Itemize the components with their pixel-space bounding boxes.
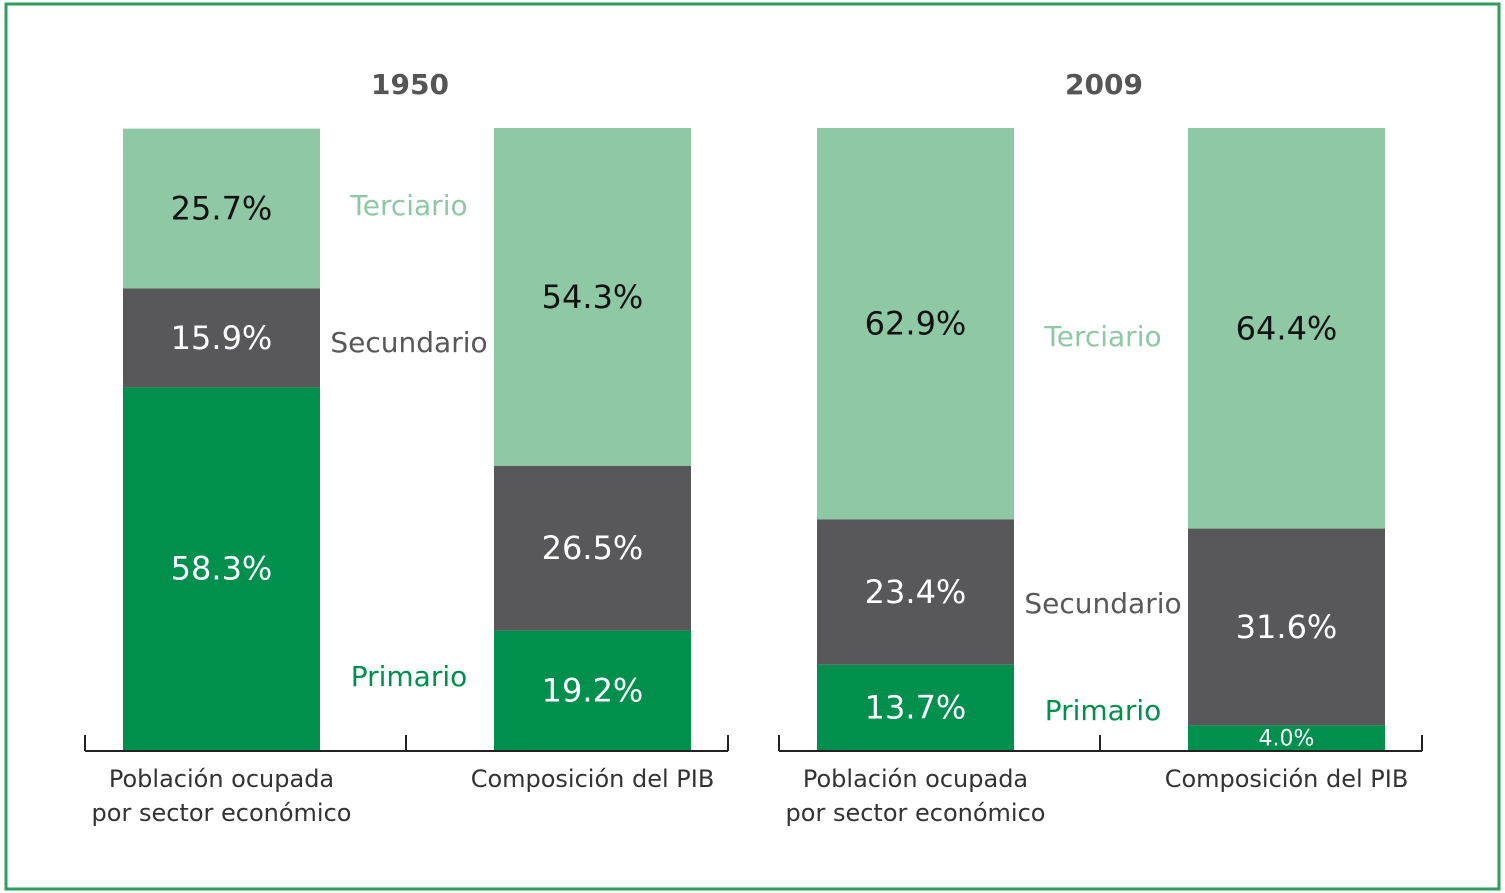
bar-segment bbox=[817, 664, 1014, 750]
value-label: 31.6% bbox=[1236, 608, 1338, 646]
bar-segment bbox=[494, 630, 691, 750]
bar-segment bbox=[1188, 725, 1385, 750]
panel-title: 2009 bbox=[1065, 68, 1143, 101]
category-label: Población ocupada por sector económico bbox=[91, 765, 352, 827]
bar-segment bbox=[123, 387, 320, 750]
value-label: 15.9% bbox=[171, 319, 273, 357]
value-label: 4.0% bbox=[1259, 727, 1315, 752]
series-label: Terciario bbox=[349, 189, 467, 222]
bar-segment bbox=[494, 465, 691, 631]
value-label: 62.9% bbox=[865, 305, 967, 343]
value-label: 13.7% bbox=[865, 688, 967, 726]
value-label: 58.3% bbox=[171, 550, 273, 588]
bar-segment bbox=[1188, 128, 1385, 529]
value-label: 26.5% bbox=[542, 529, 644, 567]
bar-segment bbox=[123, 128, 320, 289]
series-label: Secundario bbox=[330, 326, 487, 359]
series-label: Primario bbox=[351, 660, 468, 693]
value-label: 54.3% bbox=[542, 278, 644, 316]
frame bbox=[4, 2, 1501, 891]
value-label: 19.2% bbox=[542, 671, 644, 709]
series-label: Primario bbox=[1045, 694, 1162, 727]
bar-segment bbox=[817, 519, 1014, 665]
value-label: 25.7% bbox=[171, 190, 273, 228]
series-label: Secundario bbox=[1024, 587, 1181, 620]
value-label: 23.4% bbox=[865, 573, 967, 611]
panel-title: 1950 bbox=[371, 68, 449, 101]
category-label: Población ocupada por sector económico bbox=[785, 765, 1046, 827]
category-label: Composición del PIB bbox=[470, 765, 715, 793]
bar-segment bbox=[1188, 528, 1385, 726]
bar-segment bbox=[494, 128, 691, 466]
series-label: Terciario bbox=[1043, 320, 1161, 353]
bar-segment bbox=[817, 128, 1014, 520]
bar-segment bbox=[123, 288, 320, 388]
category-label: Composición del PIB bbox=[1164, 765, 1409, 793]
value-label: 64.4% bbox=[1236, 309, 1338, 347]
